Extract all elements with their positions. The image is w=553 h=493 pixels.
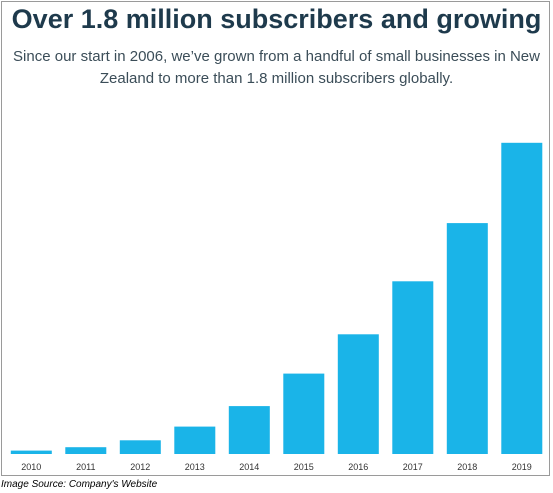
bar-2013 bbox=[174, 426, 216, 454]
page-subtitle: Since our start in 2006, we’ve grown fro… bbox=[13, 48, 540, 87]
x-tick-label-2016: 2016 bbox=[348, 462, 368, 472]
x-tick-label-2015: 2015 bbox=[294, 462, 314, 472]
image-source-caption: Image Source: Company's Website bbox=[1, 479, 158, 490]
bar-2014 bbox=[228, 406, 270, 454]
page-title: Over 1.8 million subscribers and growing bbox=[11, 4, 542, 34]
x-tick-label-2013: 2013 bbox=[185, 462, 205, 472]
x-tick-label-2012: 2012 bbox=[130, 462, 150, 472]
x-tick-label-2010: 2010 bbox=[21, 462, 41, 472]
x-tick-label-2018: 2018 bbox=[457, 462, 477, 472]
bar-2012 bbox=[119, 440, 161, 454]
x-tick-label-2011: 2011 bbox=[76, 462, 95, 472]
bar-2016 bbox=[337, 334, 379, 454]
bar-2019 bbox=[501, 142, 543, 455]
x-tick-label-2019: 2019 bbox=[512, 462, 532, 472]
bar-2010 bbox=[10, 450, 52, 454]
bar-2011 bbox=[65, 447, 107, 454]
bar-2017 bbox=[392, 281, 434, 454]
x-tick-label-2017: 2017 bbox=[403, 462, 423, 472]
bar-2018 bbox=[446, 223, 488, 454]
bar-2015 bbox=[283, 373, 325, 454]
x-tick-label-2014: 2014 bbox=[239, 462, 259, 472]
